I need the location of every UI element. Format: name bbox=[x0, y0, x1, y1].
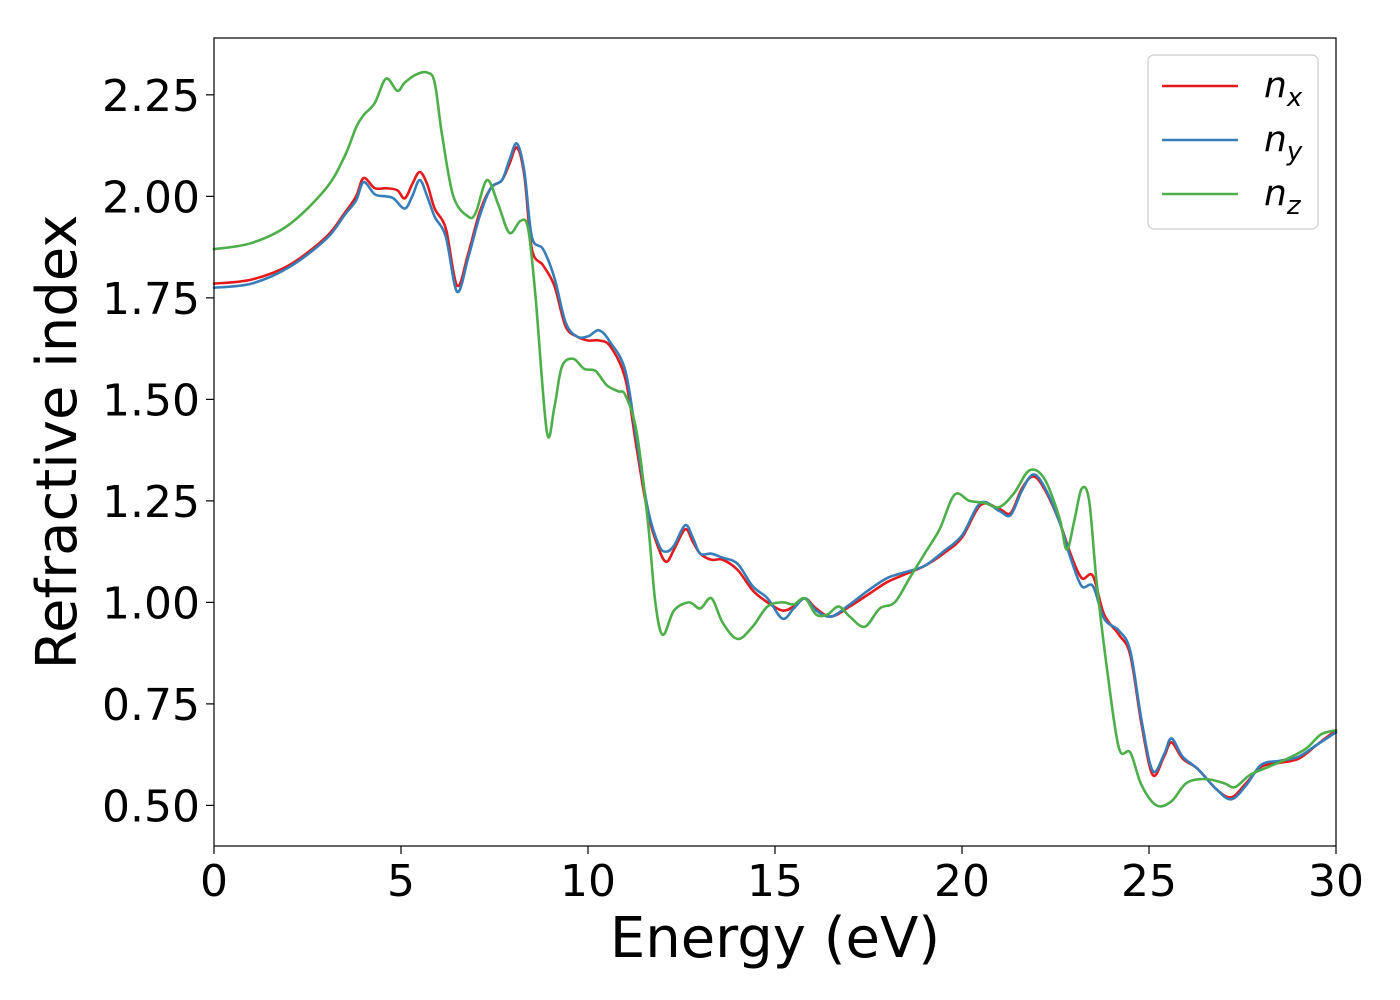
x-tick-label: 15 bbox=[747, 856, 803, 907]
legend-label-subscript: z bbox=[1286, 191, 1302, 221]
x-tick-label: 10 bbox=[560, 856, 616, 907]
y-tick-label: 0.50 bbox=[102, 781, 200, 832]
x-axis-title: Energy (eV) bbox=[610, 906, 940, 971]
y-tick-label: 1.75 bbox=[102, 274, 200, 325]
series-line-n-z bbox=[212, 70, 1338, 808]
x-axis: 0 5 10 15 20 25 30 bbox=[200, 846, 1364, 907]
y-tick-label: 1.50 bbox=[102, 375, 200, 426]
x-tick-label: 30 bbox=[1308, 856, 1364, 907]
legend-box bbox=[1147, 54, 1319, 230]
y-tick-label: 1.25 bbox=[102, 477, 200, 528]
y-tick-label: 2.00 bbox=[102, 172, 200, 223]
series-layer bbox=[212, 70, 1338, 808]
legend-label-subscript: y bbox=[1286, 137, 1303, 167]
series-line-n-y bbox=[212, 142, 1338, 801]
legend-label-main: n bbox=[1264, 65, 1287, 106]
y-axis: 0.50 0.75 1.00 1.25 1.50 1.75 2.00 2.25 bbox=[102, 71, 214, 832]
x-tick-label: 5 bbox=[387, 856, 415, 907]
y-axis-title: Refractive index bbox=[25, 215, 90, 670]
y-tick-label: 2.25 bbox=[102, 71, 200, 122]
legend-label-n-x: nx bbox=[1264, 65, 1303, 113]
y-tick-label: 0.75 bbox=[102, 680, 200, 731]
legend-label-n-y: ny bbox=[1264, 119, 1303, 167]
y-tick-label: 1.00 bbox=[102, 578, 200, 629]
x-tick-label: 20 bbox=[934, 856, 990, 907]
x-tick-label: 25 bbox=[1121, 856, 1177, 907]
legend-label-main: n bbox=[1264, 173, 1287, 214]
legend-label-main: n bbox=[1264, 119, 1287, 160]
legend-label-subscript: x bbox=[1286, 83, 1303, 113]
x-tick-label: 0 bbox=[200, 856, 228, 907]
legend-label-n-z: nz bbox=[1264, 173, 1302, 221]
